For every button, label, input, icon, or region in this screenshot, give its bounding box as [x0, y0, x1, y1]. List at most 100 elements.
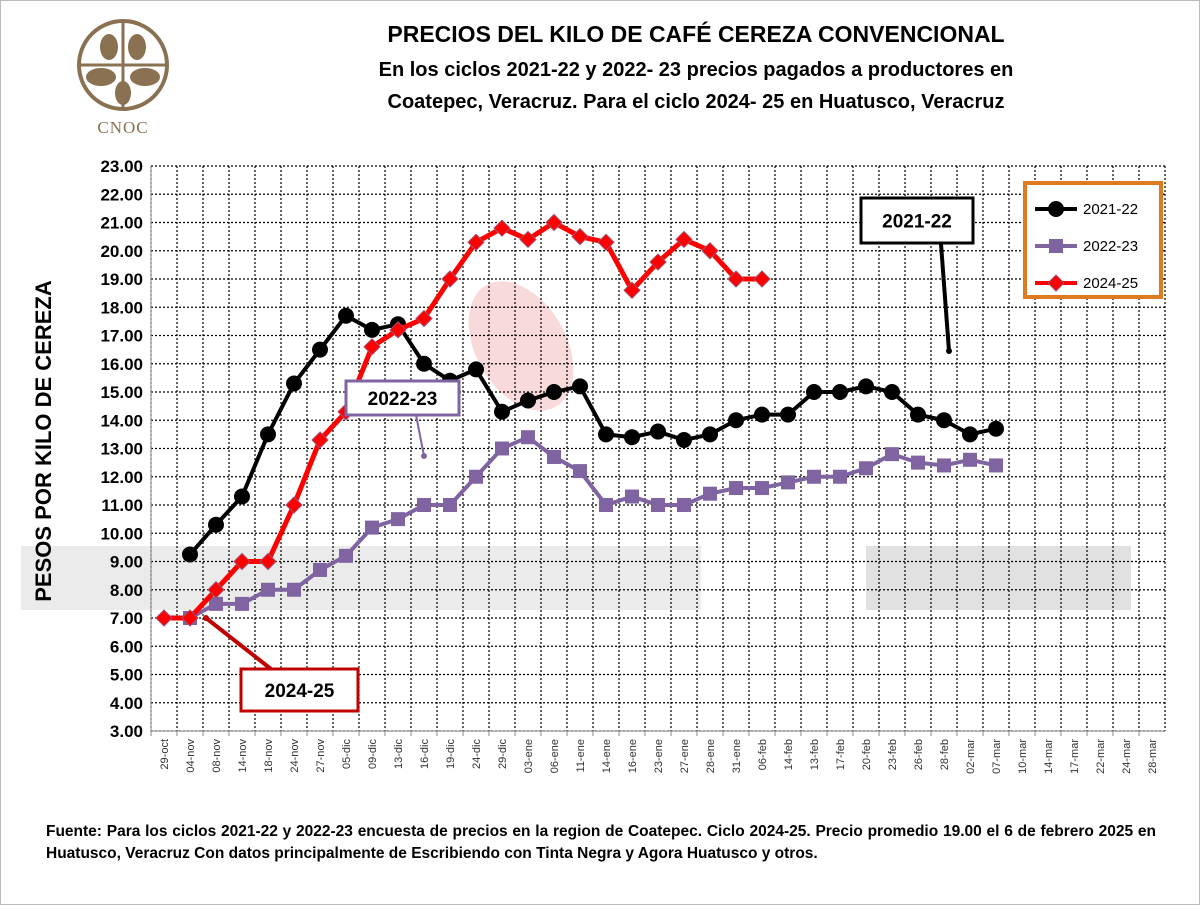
data-point [260, 426, 276, 443]
data-point [649, 253, 667, 271]
cnoc-logo: CNOC [63, 13, 183, 143]
data-point [285, 496, 303, 514]
annotation-box [344, 379, 461, 417]
data-point [417, 498, 431, 512]
x-tick-label: 14-nov [237, 739, 249, 773]
data-point [599, 498, 613, 512]
x-tick-label: 26-feb [913, 739, 925, 770]
data-point [625, 489, 639, 504]
x-tick-label: 23-feb [887, 739, 899, 770]
watermark-band [866, 546, 1131, 610]
data-point [650, 423, 666, 440]
y-tick-label: 12.00 [100, 468, 143, 487]
watermark-band [21, 546, 701, 610]
y-tick-label: 20.00 [100, 242, 143, 261]
x-tick-label: 05-dic [341, 739, 353, 769]
legend-label: 2024-25 [1083, 275, 1138, 292]
data-point [727, 270, 745, 288]
series-2022-23 [183, 430, 1003, 625]
annotation-arrow [415, 414, 425, 457]
series-2024-25 [155, 213, 771, 627]
x-tick-label: 28-mar [1147, 739, 1159, 774]
data-point [286, 375, 302, 392]
chart-title: PRECIOS DEL KILO DE CAFÉ CEREZA CONVENCI… [387, 21, 1005, 47]
data-point [884, 384, 900, 400]
data-point [181, 609, 199, 627]
data-point [936, 412, 952, 429]
x-tick-label: 17-feb [835, 739, 847, 770]
data-point [651, 498, 665, 512]
x-tick-label: 06-feb [757, 739, 769, 770]
y-tick-label: 10.00 [100, 524, 143, 543]
y-tick-label: 14.00 [100, 411, 143, 430]
data-point [519, 230, 537, 249]
y-tick-label: 11.00 [101, 496, 143, 515]
x-tick-label: 22-mar [1095, 739, 1107, 774]
data-point [313, 562, 327, 577]
chart-subtitle-2: Coatepec, Veracruz. Para el ciclo 2024- … [387, 91, 1005, 113]
data-point [338, 307, 354, 324]
data-point [859, 461, 873, 476]
x-tick-label: 14-mar [1043, 739, 1055, 774]
data-point [677, 498, 691, 512]
data-point [676, 432, 692, 449]
x-tick-label: 07-mar [991, 739, 1003, 774]
data-point [833, 469, 847, 484]
y-tick-label: 13.00 [100, 440, 143, 459]
logo-text: CNOC [97, 118, 149, 137]
data-point [261, 582, 275, 597]
arrowhead-icon [203, 615, 209, 621]
annotation-box [239, 667, 360, 713]
legend-marker [1049, 239, 1063, 253]
annotation-label: 2021-22 [882, 212, 952, 233]
y-tick-label: 6.00 [110, 637, 143, 656]
data-point [520, 392, 536, 409]
x-tick-label: 16-dic [419, 739, 431, 769]
y-tick-label: 23.00 [100, 157, 143, 176]
data-point [781, 475, 795, 490]
data-point [962, 426, 978, 443]
data-point [339, 548, 353, 563]
x-tick-label: 13-feb [809, 739, 821, 770]
data-point [988, 420, 1004, 437]
data-point [391, 512, 405, 527]
data-point [416, 355, 432, 372]
data-point [675, 230, 693, 249]
annotation-2024-25: 2024-25 [203, 615, 360, 713]
y-tick-label: 17.00 [100, 327, 143, 346]
data-point [468, 361, 484, 378]
data-point [545, 213, 563, 232]
data-point [207, 581, 225, 599]
y-tick-label: 15.00 [100, 383, 143, 402]
data-point [311, 431, 329, 449]
y-tick-label: 18.00 [100, 298, 143, 317]
annotation-arrow [939, 243, 951, 352]
x-tick-label: 02-mar [965, 739, 977, 774]
data-point [441, 270, 459, 288]
legend-label: 2022-23 [1083, 238, 1138, 255]
legend-label: 2021-22 [1083, 201, 1138, 218]
x-tick-label: 16-ene [627, 739, 639, 773]
x-tick-label: 28-feb [939, 739, 951, 770]
data-point [259, 552, 277, 571]
data-point [963, 452, 977, 467]
data-point [312, 341, 328, 358]
data-point [701, 242, 719, 260]
x-tick-label: 14-ene [601, 739, 613, 773]
y-tick-label: 4.00 [110, 694, 143, 713]
x-tick-label: 27-nov [315, 739, 327, 773]
data-point [702, 426, 718, 443]
x-tick-label: 10-mar [1017, 739, 1029, 774]
data-point [806, 384, 822, 400]
annotation-2021-22: 2021-22 [859, 196, 975, 354]
x-tick-label: 24-dic [471, 739, 483, 769]
y-tick-label: 9.00 [110, 553, 143, 572]
y-axis-label: PESOS POR KILO DE CEREZA [31, 280, 56, 602]
data-point [989, 458, 1003, 473]
data-point [469, 469, 483, 484]
data-point [623, 281, 641, 300]
x-tick-label: 08-nov [211, 739, 223, 773]
arrowhead-icon [946, 348, 952, 354]
x-tick-label: 28-ene [705, 739, 717, 773]
